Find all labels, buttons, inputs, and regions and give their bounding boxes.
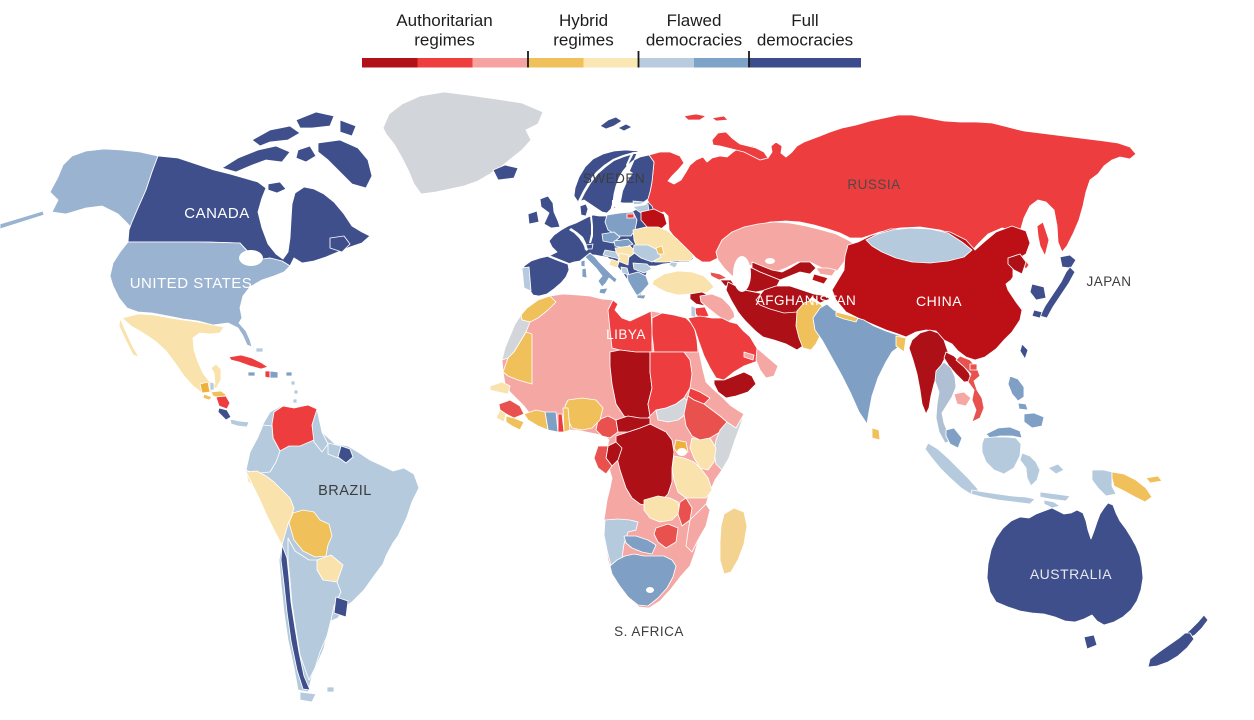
svg-text:AUSTRALIA: AUSTRALIA xyxy=(1030,566,1112,582)
svg-text:LIBYA: LIBYA xyxy=(606,327,646,342)
svg-text:RUSSIA: RUSSIA xyxy=(847,177,900,192)
svg-text:CANADA: CANADA xyxy=(184,205,250,222)
svg-text:democracies: democracies xyxy=(646,31,742,50)
svg-text:JAPAN: JAPAN xyxy=(1086,274,1131,289)
svg-text:AFGHANISTAN: AFGHANISTAN xyxy=(756,293,857,308)
svg-text:CHINA: CHINA xyxy=(916,293,962,309)
svg-text:S. AFRICA: S. AFRICA xyxy=(614,624,684,639)
svg-text:Full: Full xyxy=(791,11,818,30)
svg-text:Flawed: Flawed xyxy=(667,11,722,30)
svg-text:regimes: regimes xyxy=(553,31,613,50)
svg-text:regimes: regimes xyxy=(414,31,474,50)
svg-text:SWEDEN: SWEDEN xyxy=(583,171,645,186)
svg-text:BRAZIL: BRAZIL xyxy=(318,483,372,499)
svg-text:democracies: democracies xyxy=(757,31,853,50)
svg-text:Hybrid: Hybrid xyxy=(559,11,608,30)
svg-text:Authoritarian: Authoritarian xyxy=(396,11,492,30)
svg-text:UNITED STATES: UNITED STATES xyxy=(130,275,253,292)
